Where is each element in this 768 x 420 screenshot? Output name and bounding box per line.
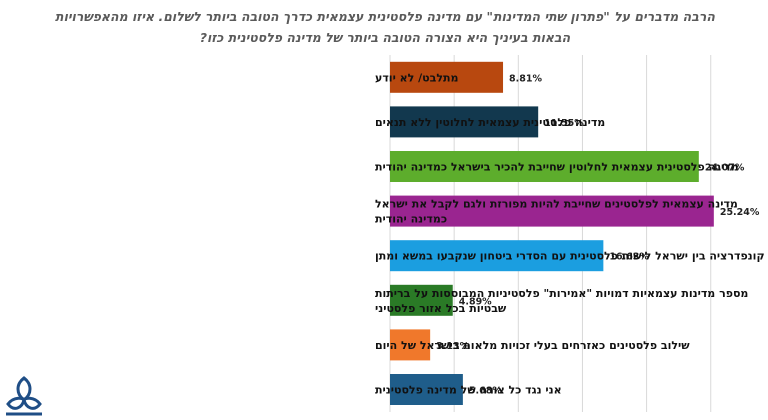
bar-value-label: 3.13%	[436, 341, 469, 352]
chart-title-line-1: הרבה מדברים על "פתרון שתי המדינות" עם מד…	[55, 9, 715, 24]
category-label: מספר מדינות עצמאיות דמויות "אמירות" פלסט…	[375, 287, 748, 300]
chart-title: הרבה מדברים על "פתרון שתי המדינות" עם מד…	[40, 6, 730, 48]
bar	[390, 106, 539, 138]
bar-value-label: 25.24%	[720, 207, 760, 218]
category-label: שבטיות בכל אזור פלסטיני	[375, 302, 507, 315]
category-label: כמדינה יהודית	[375, 213, 447, 226]
category-label: מתלבט/ לא יודע	[375, 71, 458, 84]
category-label: מדינה עצמאית לפלסטינים שחייבת להיות מפור…	[375, 198, 738, 211]
category-label: שילוב פלסטינים כאזרחים בעלי זכויות מלאות…	[375, 339, 690, 352]
bar	[390, 195, 714, 227]
bar-value-label: 4.89%	[459, 296, 492, 307]
bar	[390, 329, 431, 361]
bar-value-label: 5.68%	[469, 386, 502, 397]
bar-value-label: 8.81%	[509, 73, 542, 84]
bar	[390, 61, 504, 93]
bar	[390, 284, 453, 316]
category-label: קונפדרציה בין ישראל לישות פלסטינית עם הס…	[375, 250, 765, 263]
bar	[390, 151, 699, 182]
category-label: מדינה פלסטינית עצמאית לחלוטין ללא תנאים	[375, 116, 605, 129]
bar-value-label: 16.63%	[609, 252, 649, 263]
bar	[390, 374, 463, 405]
chart-title-line-2: הבאות בעיניך היא הצורה הטובה ביותר של מד…	[199, 30, 571, 45]
logo-icon	[6, 376, 42, 416]
category-label: מדינה פלסטינית עצמאית לחלוטין שחייבת להכ…	[375, 161, 739, 174]
bar-value-label: 11.55%	[544, 118, 584, 129]
bar-value-label: 24.07%	[705, 163, 745, 174]
bar	[390, 240, 604, 272]
category-label: אני נגד כל צורה של מדינה פלסטינית	[375, 384, 562, 397]
